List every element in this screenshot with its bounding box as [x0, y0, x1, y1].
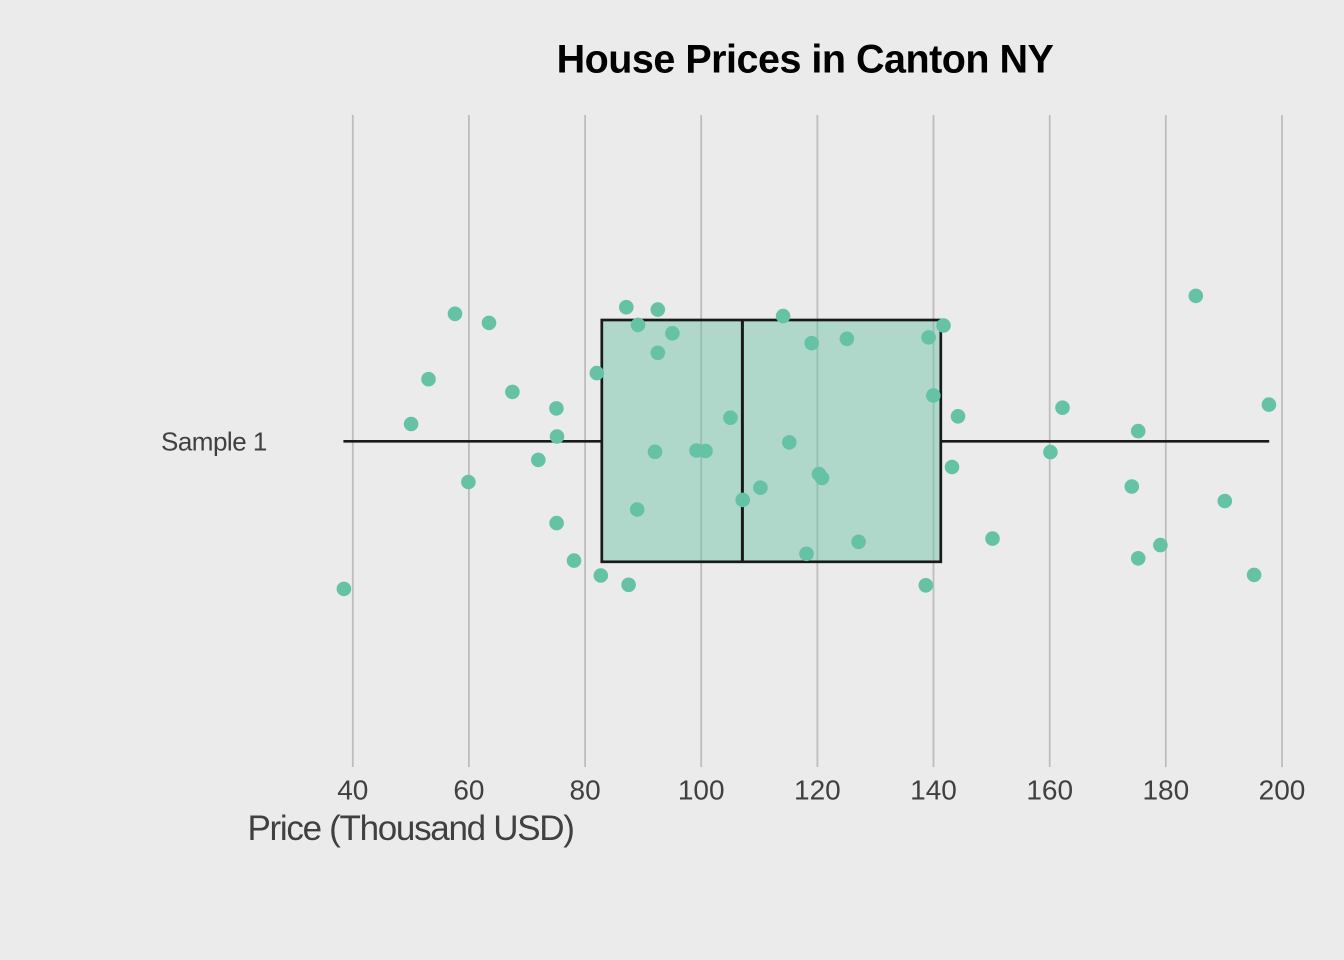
svg-text:200: 200: [1259, 775, 1306, 806]
svg-text:180: 180: [1142, 775, 1189, 806]
svg-text:40: 40: [337, 775, 368, 806]
svg-text:House Prices in Canton NY: House Prices in Canton NY: [557, 37, 1054, 81]
svg-text:60: 60: [453, 775, 484, 806]
svg-text:140: 140: [910, 775, 957, 806]
svg-text:160: 160: [1026, 775, 1073, 806]
svg-text:Sample 1: Sample 1: [161, 427, 267, 457]
svg-text:100: 100: [678, 775, 725, 806]
svg-text:120: 120: [794, 775, 841, 806]
svg-text:Price (Thousand USD): Price (Thousand USD): [248, 809, 574, 848]
svg-text:80: 80: [570, 775, 601, 806]
